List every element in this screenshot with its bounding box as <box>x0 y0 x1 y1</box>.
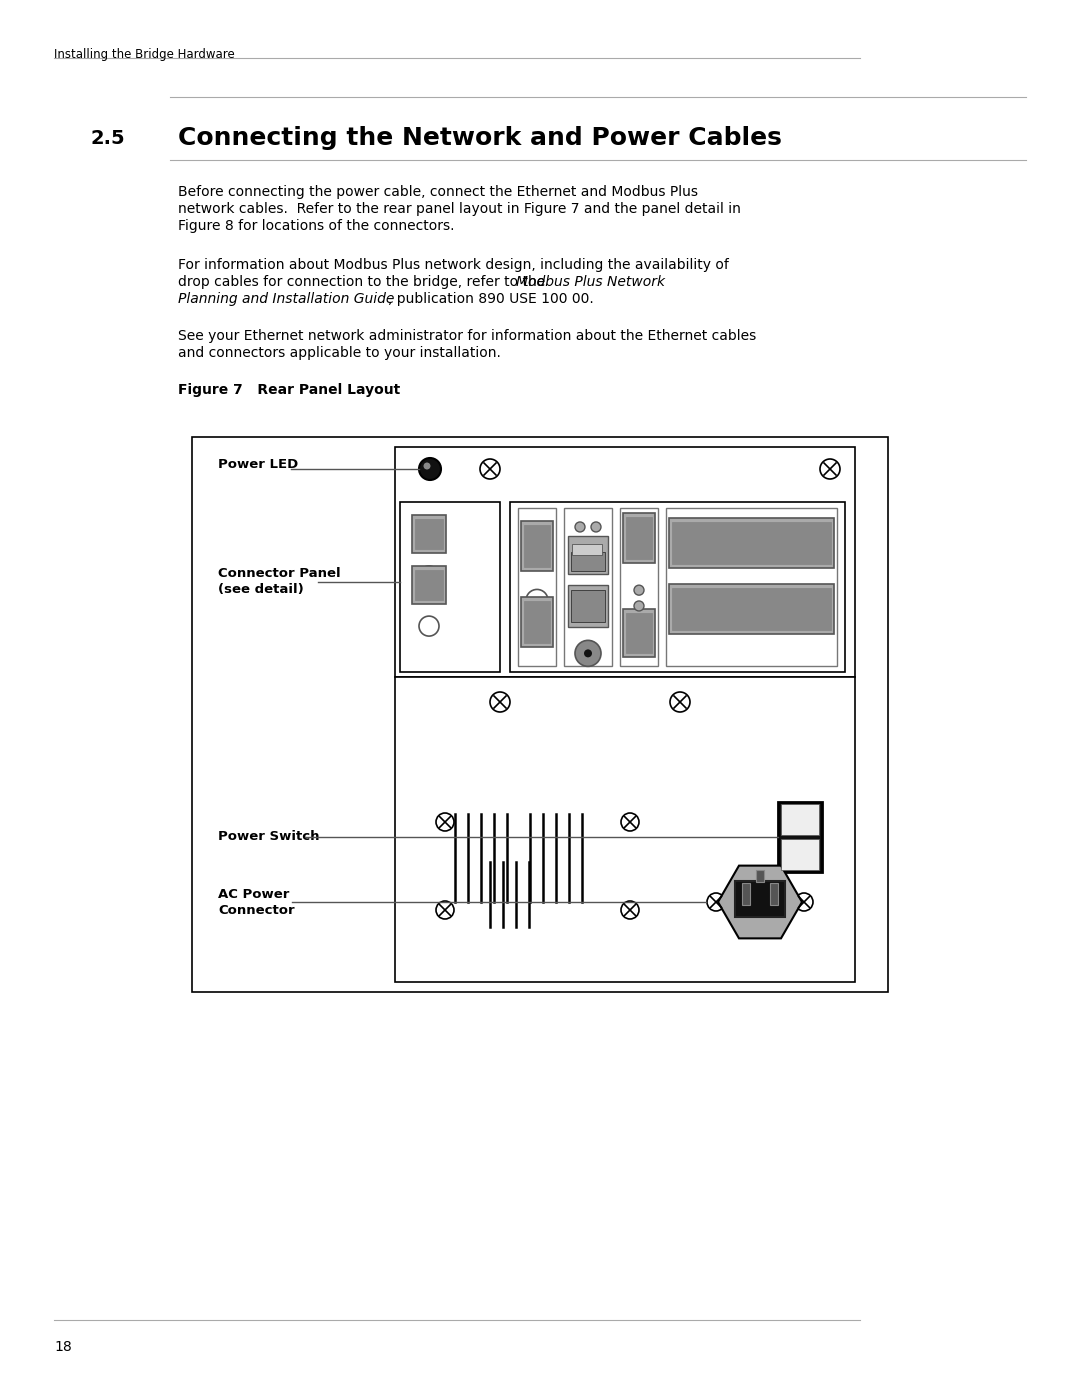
Text: I: I <box>797 810 802 824</box>
Text: Power Switch: Power Switch <box>218 830 320 844</box>
Bar <box>521 521 553 571</box>
Circle shape <box>419 566 438 585</box>
Circle shape <box>820 460 840 479</box>
Circle shape <box>621 901 639 919</box>
Bar <box>524 525 550 567</box>
Bar <box>415 520 443 549</box>
Circle shape <box>526 590 548 612</box>
Text: drop cables for connection to the bridge, refer to the: drop cables for connection to the bridge… <box>178 275 550 289</box>
Bar <box>400 502 500 672</box>
Bar <box>778 802 822 872</box>
Circle shape <box>436 901 454 919</box>
Circle shape <box>670 692 690 712</box>
Bar <box>620 509 658 666</box>
Bar <box>568 536 608 574</box>
Bar <box>510 502 845 672</box>
Text: , publication 890 USE 100 00.: , publication 890 USE 100 00. <box>388 292 594 306</box>
Bar <box>756 870 764 882</box>
Bar <box>770 883 778 905</box>
Text: Before connecting the power cable, connect the Ethernet and Modbus Plus: Before connecting the power cable, conne… <box>178 184 698 198</box>
Circle shape <box>419 616 438 636</box>
Bar <box>568 584 608 626</box>
Circle shape <box>634 585 644 595</box>
Circle shape <box>480 460 500 479</box>
Circle shape <box>591 522 600 532</box>
Polygon shape <box>718 866 802 939</box>
Circle shape <box>490 692 510 712</box>
Text: O: O <box>794 849 806 865</box>
Text: Connector: Connector <box>218 904 295 916</box>
Bar <box>742 883 750 905</box>
Text: Power LED: Power LED <box>218 458 298 472</box>
Bar <box>666 509 837 666</box>
Text: AC Power: AC Power <box>218 887 289 901</box>
Bar <box>521 597 553 647</box>
Bar <box>626 612 652 652</box>
Circle shape <box>795 893 813 911</box>
Bar <box>395 678 855 982</box>
Bar <box>524 601 550 643</box>
Bar <box>571 552 605 571</box>
Circle shape <box>707 893 725 911</box>
Bar <box>626 517 652 559</box>
Bar <box>781 840 819 870</box>
Bar <box>395 447 855 678</box>
Bar <box>735 882 785 916</box>
Circle shape <box>584 650 592 658</box>
Text: Connector Panel: Connector Panel <box>218 567 340 580</box>
Circle shape <box>436 813 454 831</box>
Bar <box>411 515 446 553</box>
Text: 18: 18 <box>54 1340 71 1354</box>
Text: Connecting the Network and Power Cables: Connecting the Network and Power Cables <box>178 126 782 149</box>
Bar <box>781 805 819 835</box>
Text: See your Ethernet network administrator for information about the Ethernet cable: See your Ethernet network administrator … <box>178 330 756 344</box>
Text: network cables.  Refer to the rear panel layout in Figure 7 and the panel detail: network cables. Refer to the rear panel … <box>178 203 741 217</box>
Bar <box>572 543 602 556</box>
Text: 2.5: 2.5 <box>91 129 125 148</box>
Text: Installing the Bridge Hardware: Installing the Bridge Hardware <box>54 47 234 61</box>
Circle shape <box>575 640 600 666</box>
Text: Figure 8 for locations of the connectors.: Figure 8 for locations of the connectors… <box>178 219 455 233</box>
Text: and connectors applicable to your installation.: and connectors applicable to your instal… <box>178 346 501 360</box>
Bar <box>672 522 831 564</box>
Text: Planning and Installation Guide: Planning and Installation Guide <box>178 292 394 306</box>
Bar <box>672 588 831 630</box>
Text: Figure 7   Rear Panel Layout: Figure 7 Rear Panel Layout <box>178 383 401 397</box>
Bar <box>623 609 654 657</box>
Circle shape <box>634 601 644 610</box>
Text: (see detail): (see detail) <box>218 583 303 597</box>
Text: For information about Modbus Plus network design, including the availability of: For information about Modbus Plus networ… <box>178 258 729 272</box>
Circle shape <box>575 522 585 532</box>
Bar <box>623 513 654 563</box>
Bar <box>669 584 834 634</box>
Bar <box>669 518 834 569</box>
Circle shape <box>621 813 639 831</box>
Bar <box>564 509 612 666</box>
Bar <box>192 437 888 992</box>
Bar <box>415 570 443 599</box>
Text: Modbus Plus Network: Modbus Plus Network <box>516 275 665 289</box>
Bar <box>571 590 605 622</box>
Circle shape <box>423 462 431 469</box>
Bar <box>518 509 556 666</box>
Circle shape <box>419 458 441 481</box>
Circle shape <box>634 616 644 627</box>
Bar <box>411 566 446 604</box>
